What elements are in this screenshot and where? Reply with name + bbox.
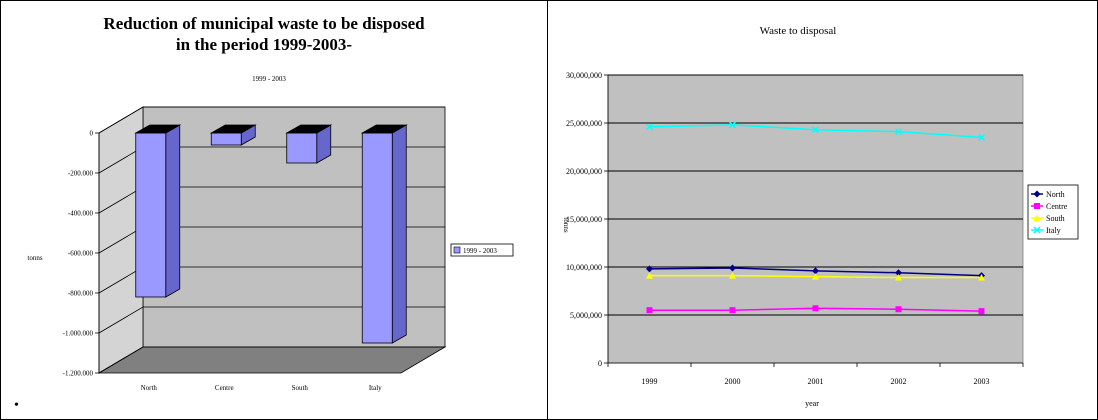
legend-marker bbox=[1033, 226, 1041, 234]
x-tick-label: 2001 bbox=[808, 377, 824, 386]
data-point bbox=[811, 126, 820, 134]
legend: North Centre South Italy bbox=[1027, 184, 1079, 240]
x-tick-label: 2002 bbox=[891, 377, 907, 386]
legend-label: Italy bbox=[1046, 226, 1061, 235]
data-point bbox=[646, 307, 653, 314]
y-tick-label: -400.000 bbox=[68, 210, 94, 218]
x-tick-label: South bbox=[292, 384, 309, 392]
gridline bbox=[98, 306, 445, 334]
bar-chart: Reduction of municipal waste to be dispo… bbox=[27, 14, 514, 392]
x-tick-label: 1999 bbox=[642, 377, 658, 386]
series-italy bbox=[645, 121, 986, 141]
legend-label: 1999 - 2003 bbox=[463, 247, 497, 255]
left-chart-panel: Reduction of municipal waste to be dispo… bbox=[0, 0, 548, 420]
y-tick-label: -1.000.000 bbox=[63, 330, 94, 338]
y-axis-label: tonns bbox=[562, 217, 570, 232]
bar-top bbox=[209, 124, 257, 134]
legend-label: South bbox=[1046, 214, 1065, 223]
chart-title: Waste to disposal bbox=[760, 25, 837, 37]
gridline bbox=[98, 346, 445, 374]
data-point bbox=[895, 306, 902, 313]
right-chart-panel: Waste to disposal tonns year 0 5,000,000 1… bbox=[548, 0, 1098, 420]
data-point bbox=[977, 133, 986, 141]
legend-box bbox=[450, 243, 514, 257]
line-chart: Waste to disposal tonns year 0 5,000,000 1… bbox=[562, 25, 1079, 408]
bar bbox=[135, 132, 167, 298]
series-centre bbox=[646, 305, 985, 315]
data-point bbox=[646, 265, 653, 273]
bar-top bbox=[285, 124, 333, 134]
bar bbox=[210, 132, 242, 146]
bar-side bbox=[391, 124, 407, 344]
data-point bbox=[646, 272, 653, 279]
legend-marker bbox=[1033, 190, 1041, 198]
gridline bbox=[98, 106, 445, 134]
data-point bbox=[894, 128, 903, 136]
legend-label: North bbox=[1046, 190, 1065, 199]
x-tick-label: Italy bbox=[369, 384, 382, 392]
y-tick-label: 25,000,000 bbox=[566, 119, 602, 128]
x-tick-label: 2003 bbox=[974, 377, 990, 386]
data-point bbox=[895, 269, 902, 277]
data-point bbox=[729, 272, 736, 279]
data-point bbox=[895, 274, 902, 281]
y-tick-label: 30,000,000 bbox=[566, 71, 602, 80]
legend-swatch bbox=[453, 246, 461, 254]
x-tick-label: Centre bbox=[215, 384, 234, 392]
y-tick-label: 10,000,000 bbox=[566, 263, 602, 272]
chart-title-line1: Reduction of municipal waste to be dispo… bbox=[103, 14, 425, 33]
chart-title-line2: in the period 1999-2003- bbox=[176, 35, 352, 54]
y-tick-label: -200.000 bbox=[68, 170, 94, 178]
data-point bbox=[812, 273, 819, 280]
legend: 1999 - 2003 bbox=[450, 243, 514, 257]
y-tick-label: -800.000 bbox=[68, 290, 94, 298]
data-point bbox=[729, 307, 736, 314]
bar bbox=[361, 132, 393, 344]
series-south bbox=[646, 272, 985, 281]
bar bbox=[286, 132, 318, 164]
y-tick-label: -1.200.000 bbox=[63, 370, 94, 378]
y-axis-label: tonns bbox=[27, 254, 42, 262]
data-point bbox=[978, 308, 985, 315]
bar-top bbox=[360, 124, 408, 134]
x-tick-label: 2000 bbox=[725, 377, 741, 386]
data-point bbox=[978, 274, 985, 281]
footnote: • bbox=[14, 398, 19, 413]
data-point bbox=[728, 121, 737, 129]
legend-marker bbox=[1034, 203, 1040, 209]
y-tick-label: 5,000,000 bbox=[570, 311, 602, 320]
data-point bbox=[812, 267, 819, 275]
y-tick-label: 0 bbox=[90, 130, 94, 138]
y-tick-label: -600.000 bbox=[68, 250, 94, 258]
floor bbox=[97, 346, 447, 374]
x-tick-label: North bbox=[141, 384, 158, 392]
bar-side bbox=[165, 124, 181, 298]
y-tick-label: 15,000,000 bbox=[566, 215, 602, 224]
data-point bbox=[729, 264, 736, 272]
chart-subtitle: 1999 - 2003 bbox=[252, 75, 286, 83]
y-tick-label: 0 bbox=[598, 359, 602, 368]
legend-label: Centre bbox=[1046, 202, 1068, 211]
data-point bbox=[645, 123, 654, 131]
legend-marker bbox=[1033, 214, 1041, 221]
data-point bbox=[812, 305, 819, 312]
y-tick-label: 20,000,000 bbox=[566, 167, 602, 176]
x-axis-label: year bbox=[805, 399, 819, 408]
bar-top bbox=[134, 124, 182, 134]
